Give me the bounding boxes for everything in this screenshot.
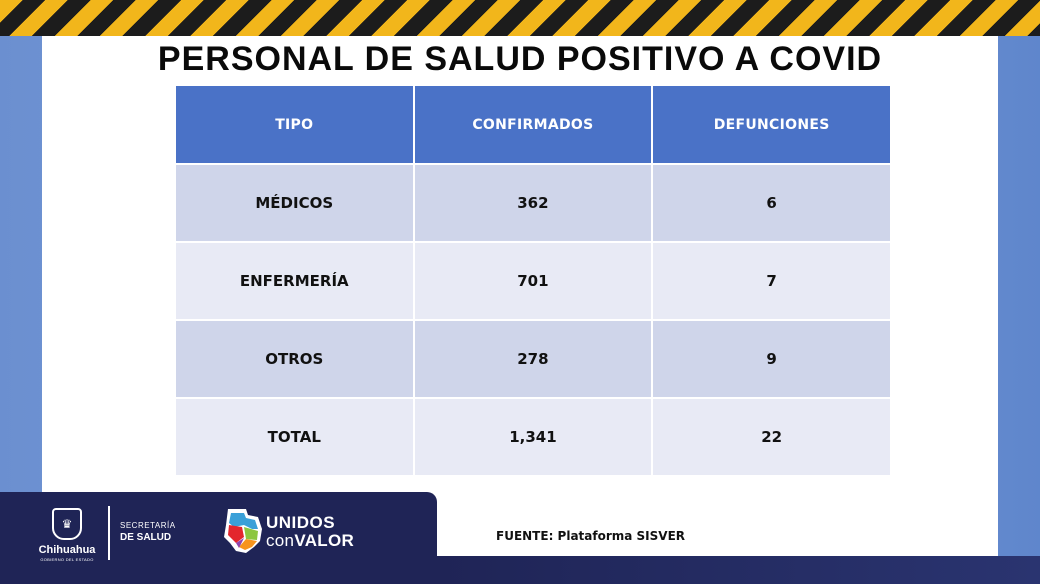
cell-defunciones: 7 xyxy=(651,241,892,321)
slogan-line1: UNIDOS xyxy=(266,513,336,532)
cell-tipo: MÉDICOS xyxy=(174,163,415,243)
table-row: ENFERMERÍA 701 7 xyxy=(174,241,892,321)
source-note: FUENTE: Plataforma SISVER xyxy=(496,529,686,543)
footer-strip-end xyxy=(437,556,1040,584)
hazard-stripe-banner xyxy=(0,0,1040,36)
cell-tipo: ENFERMERÍA xyxy=(174,241,415,321)
cell-tipo: TOTAL xyxy=(174,397,415,477)
covid-health-staff-table: TIPO CONFIRMADOS DEFUNCIONES MÉDICOS 362… xyxy=(174,84,892,477)
table-row-total: TOTAL 1,341 22 xyxy=(174,397,892,477)
header-confirmados: CONFIRMADOS xyxy=(412,84,654,165)
cell-tipo: OTROS xyxy=(174,319,415,399)
logo-divider xyxy=(108,506,110,560)
state-map-icon xyxy=(224,509,262,553)
cell-confirmados: 278 xyxy=(412,319,654,399)
unidos-con-valor-logo: UNIDOS conVALOR xyxy=(266,514,354,550)
table-row: OTROS 278 9 xyxy=(174,319,892,399)
chihuahua-logo: ♛ Chihuahua GOBIERNO DEL ESTADO xyxy=(36,508,98,562)
header-tipo: TIPO xyxy=(174,84,415,165)
cell-confirmados: 1,341 xyxy=(412,397,654,477)
secretaria-line2: DE SALUD xyxy=(120,532,172,543)
cell-confirmados: 362 xyxy=(412,163,654,243)
state-name: Chihuahua xyxy=(38,544,96,556)
cell-confirmados: 701 xyxy=(412,241,654,321)
header-defunciones: DEFUNCIONES xyxy=(651,84,892,165)
state-subtitle: GOBIERNO DEL ESTADO xyxy=(40,557,94,562)
secretaria-salud-logo: SECRETARÍA DE SALUD xyxy=(120,521,176,543)
cell-defunciones: 22 xyxy=(651,397,892,477)
slogan-valor: VALOR xyxy=(294,531,355,550)
cell-defunciones: 9 xyxy=(651,319,892,399)
page-title: PERSONAL DE SALUD POSITIVO A COVID xyxy=(157,40,883,78)
table-row: MÉDICOS 362 6 xyxy=(174,163,892,243)
state-shield-icon: ♛ xyxy=(52,508,82,540)
cell-defunciones: 6 xyxy=(651,163,892,243)
slogan-line2: conVALOR xyxy=(266,532,354,550)
slogan-con: con xyxy=(266,531,295,550)
secretaria-line1: SECRETARÍA xyxy=(120,521,176,530)
table-header-row: TIPO CONFIRMADOS DEFUNCIONES xyxy=(174,84,892,165)
